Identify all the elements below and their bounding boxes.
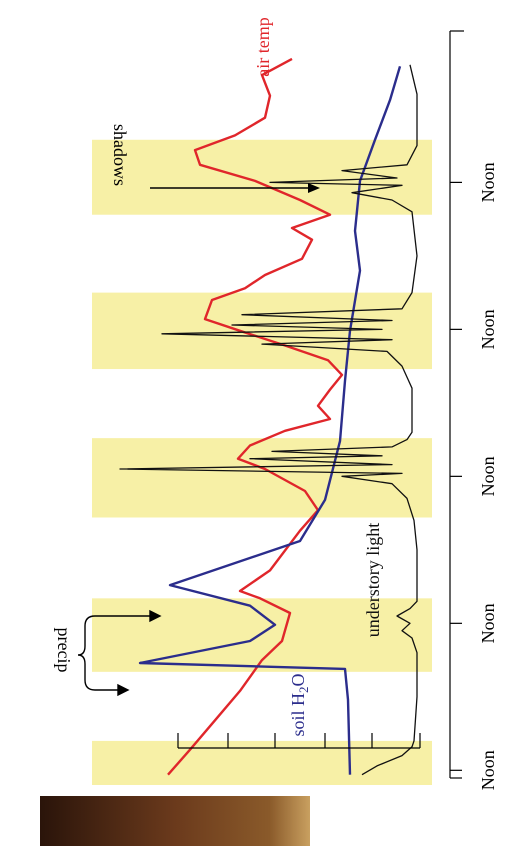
series-line <box>138 65 402 775</box>
day-band <box>92 292 432 370</box>
shadows-arrow <box>150 183 320 193</box>
x-tick-label: Noon <box>478 750 498 790</box>
series-label: air temp <box>253 17 273 76</box>
series-line <box>119 64 418 776</box>
x-tick-label: Noon <box>478 309 498 349</box>
fragment-axis <box>177 733 421 749</box>
x-tick-label: Noon <box>478 456 498 496</box>
x-tick-label: Noon <box>478 162 498 202</box>
series-label: soil H2O <box>288 673 311 736</box>
day-band <box>92 139 432 215</box>
x-tick-label: Noon <box>478 603 498 643</box>
precip-label: precip <box>54 628 74 673</box>
shade-layer <box>92 139 432 785</box>
precip-brace <box>77 609 162 697</box>
series-line <box>167 57 344 776</box>
photo-fragment <box>40 796 310 846</box>
series-label: understory light <box>363 523 383 638</box>
line-layer <box>119 57 418 776</box>
shadows-label: shadows <box>110 124 130 186</box>
day-band <box>92 438 432 518</box>
